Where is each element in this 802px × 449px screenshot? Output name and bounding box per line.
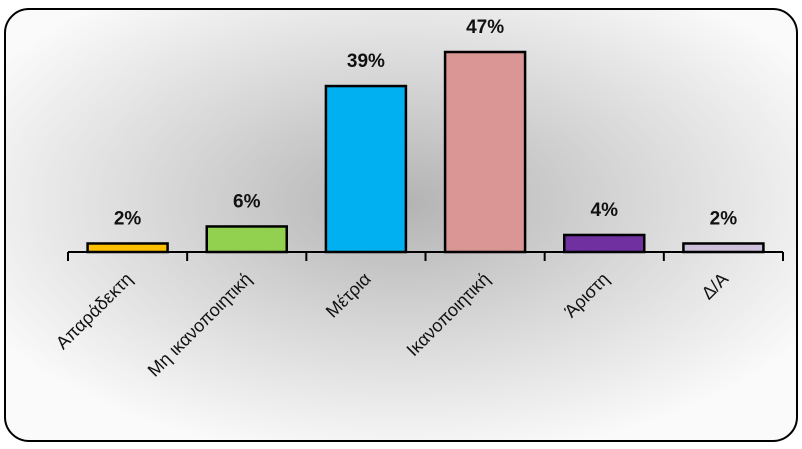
data-label: 4%: [591, 200, 619, 221]
data-label: 2%: [114, 208, 142, 229]
bar: [86, 242, 169, 254]
bar: [205, 225, 288, 254]
bar: [324, 84, 408, 254]
bar: [563, 233, 646, 254]
data-label: 39%: [347, 51, 385, 72]
bar: [443, 50, 527, 254]
data-label: 6%: [233, 191, 261, 212]
bar: [682, 242, 765, 254]
data-label: 47%: [466, 17, 504, 38]
data-label: 2%: [710, 208, 738, 229]
